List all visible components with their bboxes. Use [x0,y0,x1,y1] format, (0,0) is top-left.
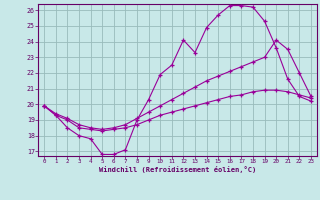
X-axis label: Windchill (Refroidissement éolien,°C): Windchill (Refroidissement éolien,°C) [99,166,256,173]
